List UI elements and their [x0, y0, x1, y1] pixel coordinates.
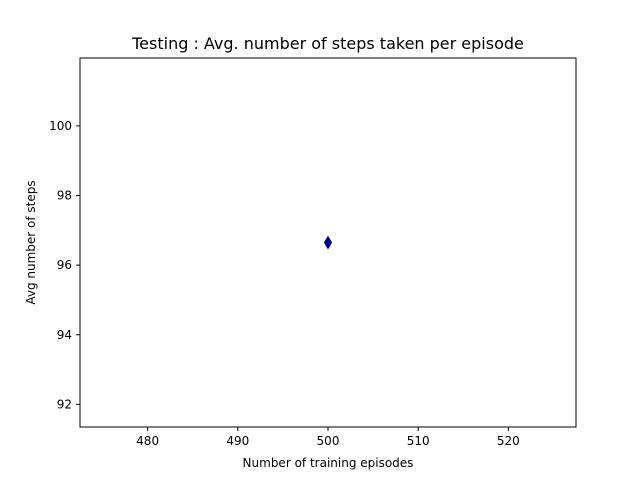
y-axis-ticks: 92 94 96 98 100 [49, 119, 80, 411]
x-tick-label: 490 [226, 434, 249, 448]
data-points [323, 235, 333, 250]
y-tick-label: 96 [57, 258, 72, 272]
x-tick-label: 510 [407, 434, 430, 448]
y-tick-label: 98 [57, 189, 72, 203]
x-tick-label: 520 [497, 434, 520, 448]
y-axis-label: Avg number of steps [24, 180, 38, 304]
x-axis-ticks: 480 490 500 510 520 [136, 427, 520, 448]
chart-title: Testing : Avg. number of steps taken per… [131, 34, 524, 53]
plot-frame [79, 57, 577, 428]
x-axis-label: Number of training episodes [243, 456, 414, 470]
y-tick-label: 92 [57, 397, 72, 411]
data-point [323, 235, 333, 250]
x-tick-label: 500 [317, 434, 340, 448]
y-tick-label: 94 [57, 328, 72, 342]
x-tick-label: 480 [136, 434, 159, 448]
y-tick-label: 100 [49, 119, 72, 133]
